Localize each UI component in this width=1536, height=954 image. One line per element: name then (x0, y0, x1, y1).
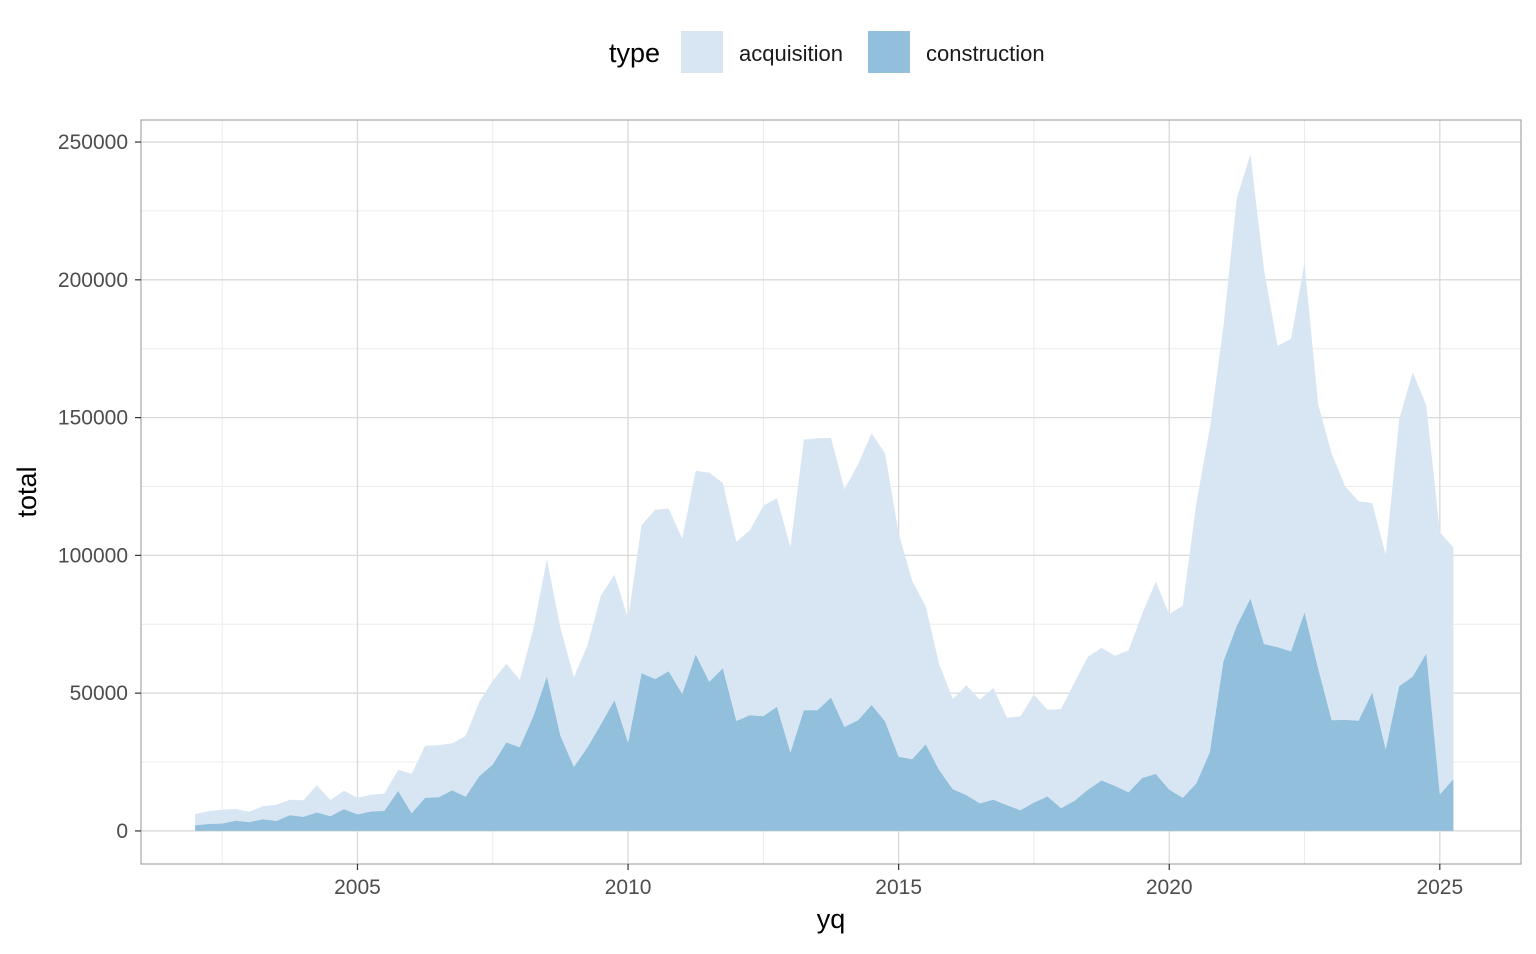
area-series (195, 154, 1454, 831)
x-tick-label: 2015 (875, 876, 922, 899)
legend-title: type (609, 38, 660, 68)
x-tick-label: 2010 (605, 876, 652, 899)
y-axis: 0 50000 100000 150000 200000 250000 (58, 131, 141, 843)
legend-key-construction (868, 31, 910, 73)
y-tick-label: 150000 (58, 407, 128, 430)
legend-key-acquisition (681, 31, 723, 73)
x-tick-label: 2025 (1416, 876, 1463, 899)
y-tick-label: 100000 (58, 544, 128, 567)
y-tick-label: 50000 (70, 682, 128, 705)
area-acquisition (195, 154, 1454, 826)
y-tick-label: 0 (116, 820, 128, 843)
legend-label-acquisition: acquisition (739, 41, 843, 66)
y-tick-label: 250000 (58, 131, 128, 154)
x-axis-title: yq (817, 904, 846, 934)
legend: type acquisition construction (609, 31, 1045, 73)
x-tick-label: 2005 (334, 876, 381, 899)
area-construction (195, 598, 1454, 831)
plot-panel-border (140, 119, 1522, 865)
x-axis: 2005 2010 2015 2020 2025 (334, 864, 1463, 899)
y-tick-label: 200000 (58, 269, 128, 292)
y-axis-title: total (12, 466, 42, 517)
x-tick-label: 2020 (1146, 876, 1193, 899)
legend-label-construction: construction (926, 41, 1045, 66)
